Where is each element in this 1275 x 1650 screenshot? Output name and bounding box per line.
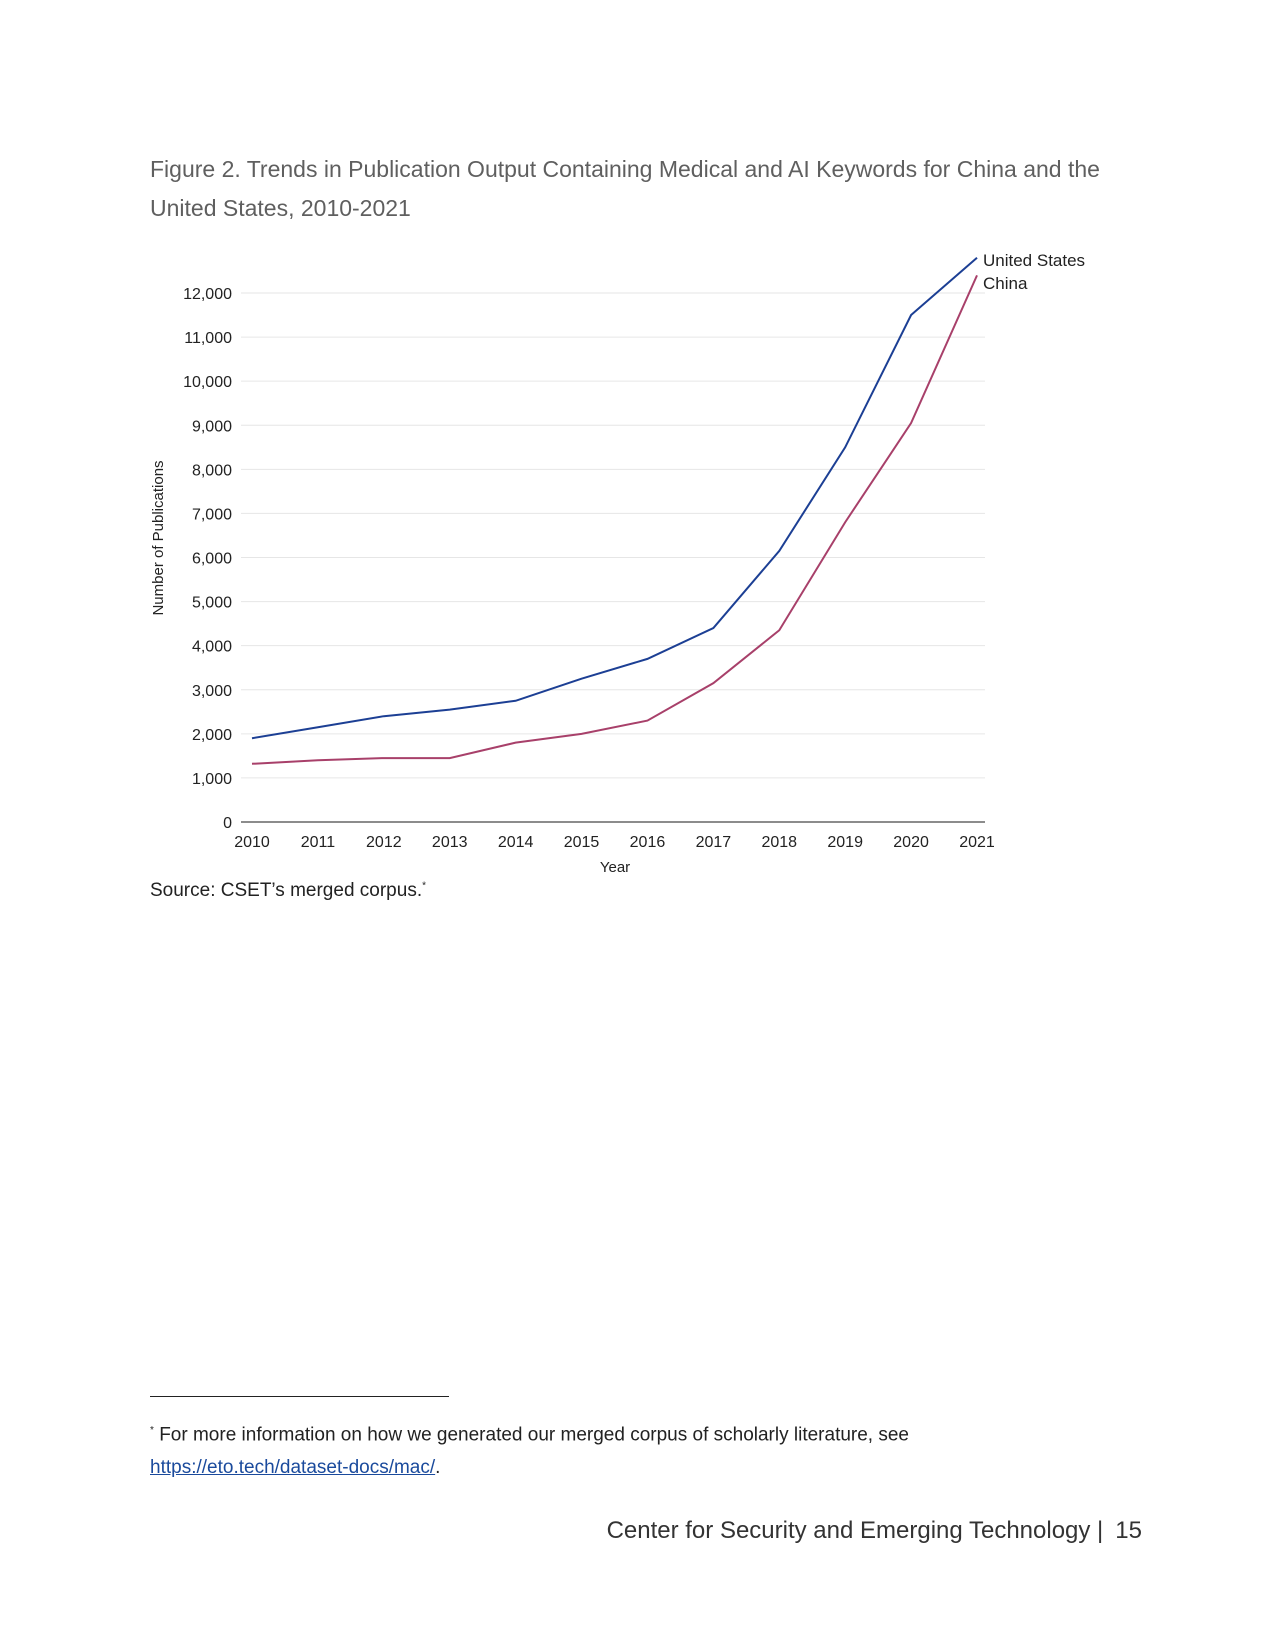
source-text: Source: CSET’s merged corpus. — [150, 880, 423, 901]
series-line-china — [251, 274, 978, 765]
y-tick-label: 2,000 — [192, 727, 232, 744]
y-tick-label: 8,000 — [192, 462, 232, 479]
y-tick-label: 5,000 — [192, 595, 232, 612]
page-footer: Center for Security and Emerging Technol… — [607, 1517, 1142, 1545]
x-tick-label: 2017 — [696, 834, 732, 851]
y-tick-label: 12,000 — [183, 286, 232, 303]
series-line-united-states — [251, 256, 978, 740]
y-tick-label: 10,000 — [183, 374, 232, 391]
x-tick-label: 2021 — [959, 834, 995, 851]
footnote-divider — [150, 1396, 449, 1397]
x-axis-title: Year — [600, 859, 630, 876]
x-tick-label: 2011 — [301, 834, 336, 851]
x-tick-label: 2016 — [630, 834, 666, 851]
y-tick-label: 11,000 — [184, 330, 232, 347]
page-number: 15 — [1115, 1517, 1142, 1544]
x-tick-label: 2015 — [564, 834, 600, 851]
x-tick-label: 2018 — [761, 834, 797, 851]
x-tick-label: 2020 — [893, 834, 929, 851]
y-tick-label: 9,000 — [192, 418, 232, 435]
footnote: * For more information on how we generat… — [150, 1414, 909, 1484]
y-tick-label: 3,000 — [192, 683, 232, 700]
line-chart: 0 1,000 2,000 3,000 4,000 5,000 6,000 7,000 8,00… — [150, 251, 1085, 876]
y-tick-label: 0 — [223, 815, 232, 832]
y-tick-label: 4,000 — [192, 639, 232, 656]
y-tick-label: 6,000 — [192, 551, 232, 568]
footnote-link[interactable]: https://eto.tech/dataset-docs/mac/ — [150, 1457, 436, 1479]
y-axis-title: Number of Publications — [150, 460, 167, 615]
figure-source: Source: CSET’s merged corpus.* — [150, 880, 426, 902]
footer-org: Center for Security and Emerging Technol… — [606, 1517, 1104, 1544]
series-label: United States — [983, 251, 1085, 270]
x-tick-label: 2014 — [498, 834, 534, 851]
x-tick-label: 2012 — [366, 834, 402, 851]
footnote-marker: * — [150, 1425, 154, 1436]
footnote-period: . — [435, 1457, 441, 1479]
source-footnote-marker[interactable]: * — [422, 880, 427, 892]
x-tick-label: 2010 — [234, 834, 270, 851]
figure-title: Figure 2. Trends in Publication Output C… — [150, 156, 1100, 221]
y-tick-label: 7,000 — [192, 506, 232, 523]
x-tick-label: 2019 — [827, 834, 863, 851]
y-tick-label: 1,000 — [192, 771, 232, 788]
series-label: China — [983, 274, 1028, 293]
x-tick-label: 2013 — [432, 834, 468, 851]
footnote-text: For more information on how we generated… — [159, 1424, 910, 1446]
